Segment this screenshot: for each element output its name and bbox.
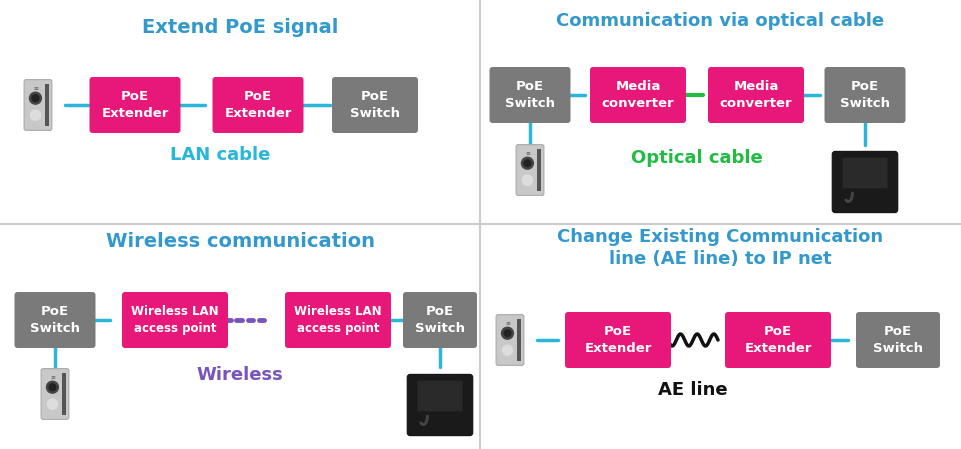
FancyBboxPatch shape [212, 77, 304, 133]
Text: ≡: ≡ [33, 85, 37, 91]
Text: Wireless: Wireless [197, 366, 283, 384]
Text: Wireless communication: Wireless communication [106, 232, 375, 251]
FancyBboxPatch shape [62, 373, 66, 415]
FancyBboxPatch shape [516, 145, 544, 195]
FancyBboxPatch shape [403, 292, 477, 348]
FancyBboxPatch shape [856, 312, 940, 368]
FancyBboxPatch shape [517, 319, 521, 361]
FancyBboxPatch shape [708, 67, 804, 123]
Text: Wireless LAN
access point: Wireless LAN access point [294, 305, 382, 335]
Text: PoE
Extender: PoE Extender [101, 90, 169, 120]
Text: PoE
Extender: PoE Extender [584, 325, 652, 355]
FancyBboxPatch shape [825, 67, 905, 123]
FancyBboxPatch shape [45, 84, 49, 126]
FancyBboxPatch shape [407, 374, 473, 436]
FancyBboxPatch shape [24, 79, 52, 130]
Circle shape [505, 330, 511, 337]
Circle shape [49, 384, 56, 391]
Text: AE line: AE line [658, 381, 727, 399]
FancyBboxPatch shape [332, 77, 418, 133]
Text: Media
converter: Media converter [720, 80, 792, 110]
FancyBboxPatch shape [418, 381, 462, 411]
Circle shape [502, 327, 513, 339]
FancyBboxPatch shape [590, 67, 686, 123]
FancyBboxPatch shape [496, 315, 524, 365]
FancyBboxPatch shape [14, 292, 95, 348]
Text: Extend PoE signal: Extend PoE signal [142, 18, 338, 37]
Circle shape [47, 399, 58, 409]
Text: Media
converter: Media converter [602, 80, 675, 110]
Text: PoE
Extender: PoE Extender [224, 90, 292, 120]
FancyBboxPatch shape [285, 292, 391, 348]
Text: ≡: ≡ [50, 374, 55, 379]
Circle shape [522, 157, 533, 169]
Text: ≡: ≡ [505, 321, 510, 326]
FancyBboxPatch shape [565, 312, 671, 368]
FancyBboxPatch shape [537, 149, 541, 191]
Text: PoE
Switch: PoE Switch [505, 80, 555, 110]
Circle shape [524, 160, 530, 167]
Text: Communication via optical cable: Communication via optical cable [555, 12, 884, 30]
Circle shape [30, 92, 41, 104]
FancyBboxPatch shape [89, 77, 181, 133]
Circle shape [46, 381, 59, 393]
FancyBboxPatch shape [843, 158, 887, 188]
FancyBboxPatch shape [725, 312, 831, 368]
Text: LAN cable: LAN cable [170, 146, 270, 164]
Text: PoE
Switch: PoE Switch [350, 90, 400, 120]
Text: PoE
Switch: PoE Switch [840, 80, 890, 110]
FancyBboxPatch shape [832, 151, 898, 213]
Circle shape [523, 175, 532, 185]
Text: ≡: ≡ [525, 150, 530, 155]
FancyBboxPatch shape [41, 369, 69, 419]
FancyBboxPatch shape [489, 67, 571, 123]
Text: Wireless LAN
access point: Wireless LAN access point [132, 305, 219, 335]
Text: Change Existing Communication
line (AE line) to IP net: Change Existing Communication line (AE l… [557, 228, 883, 268]
Text: PoE
Switch: PoE Switch [873, 325, 923, 355]
Text: Optical cable: Optical cable [631, 149, 763, 167]
FancyBboxPatch shape [122, 292, 228, 348]
Text: PoE
Extender: PoE Extender [745, 325, 812, 355]
Circle shape [32, 95, 38, 101]
Circle shape [31, 110, 40, 120]
Text: PoE
Switch: PoE Switch [415, 305, 465, 335]
Circle shape [503, 345, 512, 355]
Text: PoE
Switch: PoE Switch [30, 305, 80, 335]
